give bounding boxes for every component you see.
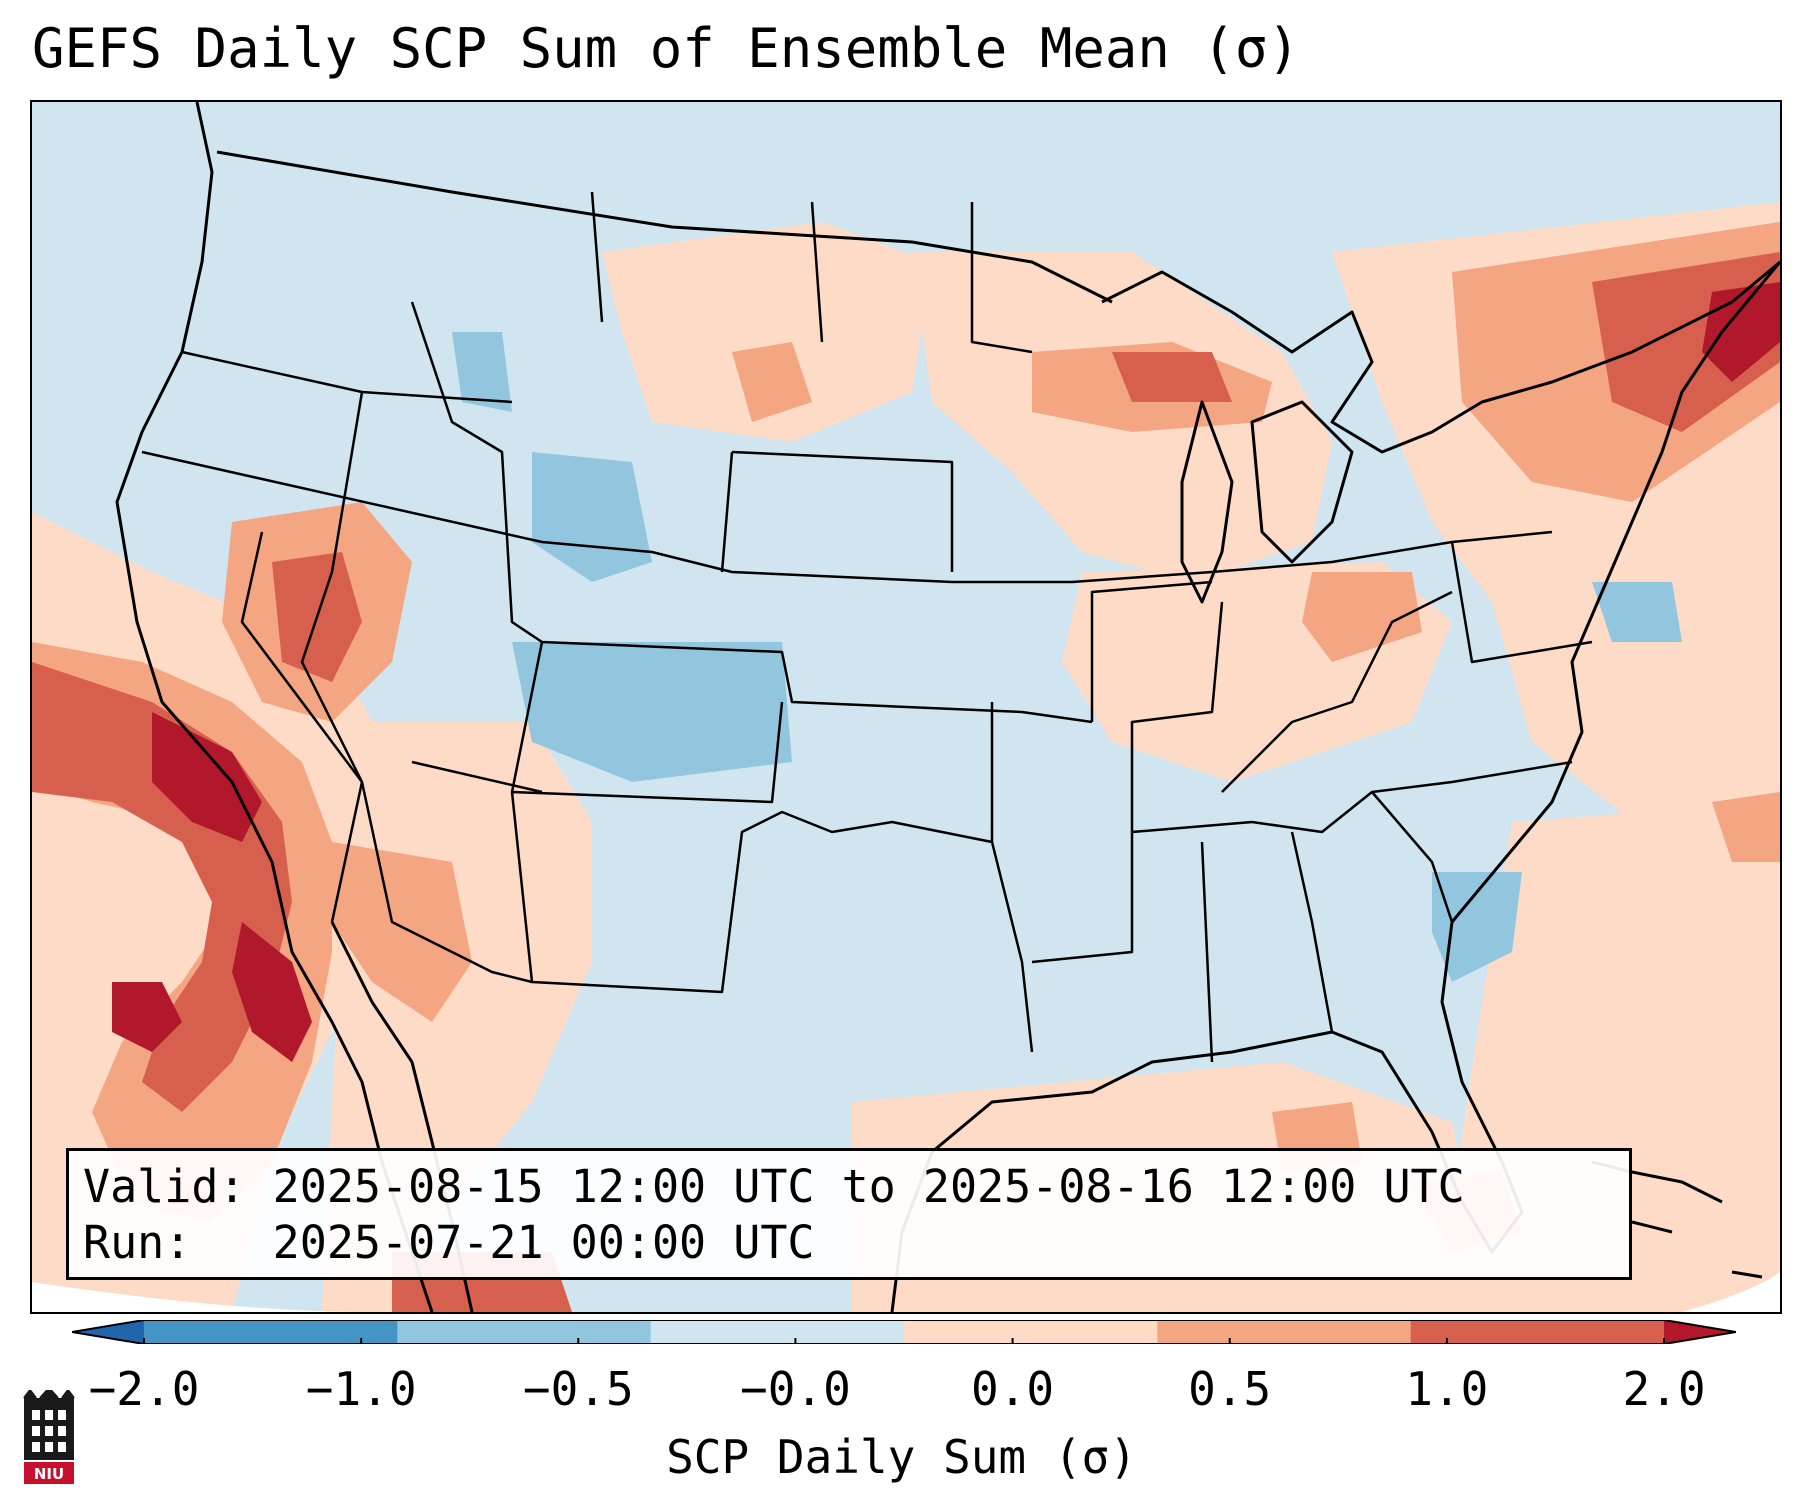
run-label: Run: bbox=[83, 1216, 192, 1269]
colorbar-bin bbox=[1410, 1320, 1665, 1344]
great-lakes bbox=[1101, 260, 1780, 454]
colorbar-tick-label: −0.5 bbox=[522, 1362, 634, 1416]
anomaly-nj-negative bbox=[1592, 582, 1682, 642]
colorbar-bin bbox=[397, 1320, 652, 1344]
colorbar-tick-label: 2.0 bbox=[1622, 1362, 1706, 1416]
validity-info-box: Valid: 2025-08-15 12:00 UTC to 2025-08-1… bbox=[66, 1148, 1632, 1280]
colorbar-tick-label: −1.0 bbox=[305, 1362, 417, 1416]
colorbar-bin bbox=[1157, 1320, 1412, 1344]
anomaly-idaho-negative bbox=[452, 332, 512, 412]
pacific-coastline bbox=[115, 102, 434, 1312]
colorbar-label: SCP Daily Sum (σ) bbox=[666, 1430, 1137, 1484]
anomaly-dakotas-medium bbox=[732, 342, 812, 422]
colorbar-tick-label: −2.0 bbox=[88, 1362, 200, 1416]
map-edge-white bbox=[32, 1282, 372, 1312]
chart-title: GEFS Daily SCP Sum of Ensemble Mean (σ) bbox=[32, 17, 1300, 80]
colorbar-bin bbox=[144, 1320, 398, 1344]
run-time: 2025-07-21 00:00 UTC bbox=[272, 1216, 815, 1269]
colorbar-under-arrow bbox=[72, 1320, 144, 1344]
logo-text: NIU bbox=[34, 1465, 64, 1483]
valid-line: Valid: 2025-08-15 12:00 UTC to 2025-08-1… bbox=[83, 1159, 1615, 1215]
valid-time: 2025-08-15 12:00 UTC to 2025-08-16 12:00… bbox=[272, 1160, 1465, 1213]
scp-map bbox=[32, 102, 1780, 1312]
colorbar-tick-label: 0.0 bbox=[971, 1362, 1055, 1416]
logo-spires-icon bbox=[23, 1390, 75, 1399]
anomaly-carolina-coast-medium bbox=[1712, 792, 1780, 862]
state-lines bbox=[141, 191, 1593, 1063]
logo-banner-icon bbox=[24, 1462, 74, 1484]
colorbar-tick-label: 0.5 bbox=[1188, 1362, 1272, 1416]
valid-label: Valid: bbox=[83, 1160, 246, 1213]
anomaly-baja-extreme bbox=[232, 922, 312, 1062]
anomaly-west-coast-extreme bbox=[152, 712, 262, 842]
anomaly-dakotas bbox=[602, 222, 932, 442]
niu-logo: NIU bbox=[23, 1390, 75, 1484]
colorbar-over-arrow bbox=[1664, 1320, 1736, 1344]
anomaly-arizona-medium bbox=[332, 842, 472, 1022]
anomaly-ohio-medium bbox=[1302, 572, 1422, 662]
colorbar-bin bbox=[650, 1320, 905, 1344]
canada-border bbox=[216, 150, 1113, 304]
anomaly-carolina-negative bbox=[1432, 872, 1522, 982]
run-line: Run: 2025-07-21 00:00 UTC bbox=[83, 1215, 1615, 1271]
lower-michigan bbox=[1250, 400, 1354, 564]
map-panel bbox=[30, 100, 1782, 1314]
colorbar bbox=[72, 1320, 1736, 1344]
lake-michigan bbox=[1180, 400, 1234, 604]
anomaly-lake-superior-strong bbox=[1112, 352, 1232, 402]
anomaly-fields bbox=[32, 202, 1780, 1312]
map-edge-white-right bbox=[1682, 1272, 1780, 1312]
colorbar-tick-label: 1.0 bbox=[1405, 1362, 1489, 1416]
anomaly-colorado-negative bbox=[512, 642, 792, 782]
anomaly-pacific-extreme bbox=[112, 982, 182, 1052]
colorbar-tick-label: −0.0 bbox=[740, 1362, 851, 1416]
colorbar-bin bbox=[904, 1320, 1158, 1344]
logo-windows-icon bbox=[32, 1410, 66, 1452]
